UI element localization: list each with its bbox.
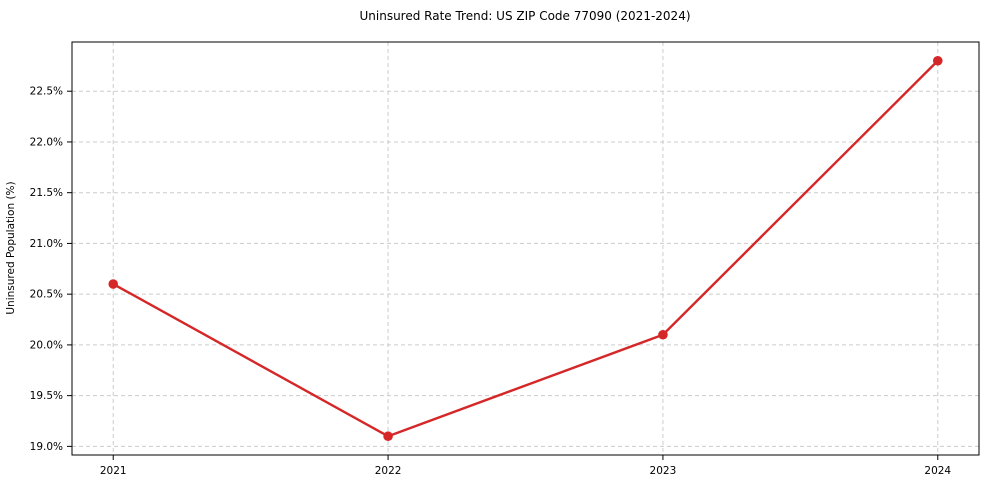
data-point-2022 <box>383 431 393 442</box>
trend-line <box>112 59 939 438</box>
x-tick-label: 2021 <box>100 465 127 477</box>
x-tick-label: 2024 <box>924 465 951 477</box>
x-tick-label: 2022 <box>375 465 402 477</box>
y-tick-label: 22.0% <box>30 136 63 148</box>
y-tick-label: 21.0% <box>30 238 63 250</box>
y-tick-label: 20.5% <box>30 289 63 301</box>
y-tick-label: 19.5% <box>30 390 63 402</box>
y-tick-label: 22.5% <box>30 86 63 98</box>
y-axis-label: Uninsured Population (%) <box>5 181 17 314</box>
data-point-2023 <box>658 329 668 340</box>
y-tick-label: 21.5% <box>30 187 63 199</box>
x-tick-label: 2023 <box>650 465 677 477</box>
y-tick-label: 20.0% <box>30 339 63 351</box>
data-point-2024 <box>932 55 943 66</box>
y-tick-label: 19.0% <box>30 441 63 453</box>
data-point-2021 <box>108 279 119 289</box>
plot-border <box>71 41 980 456</box>
chart-title: Uninsured Rate Trend: US ZIP Code 77090 … <box>359 9 690 23</box>
